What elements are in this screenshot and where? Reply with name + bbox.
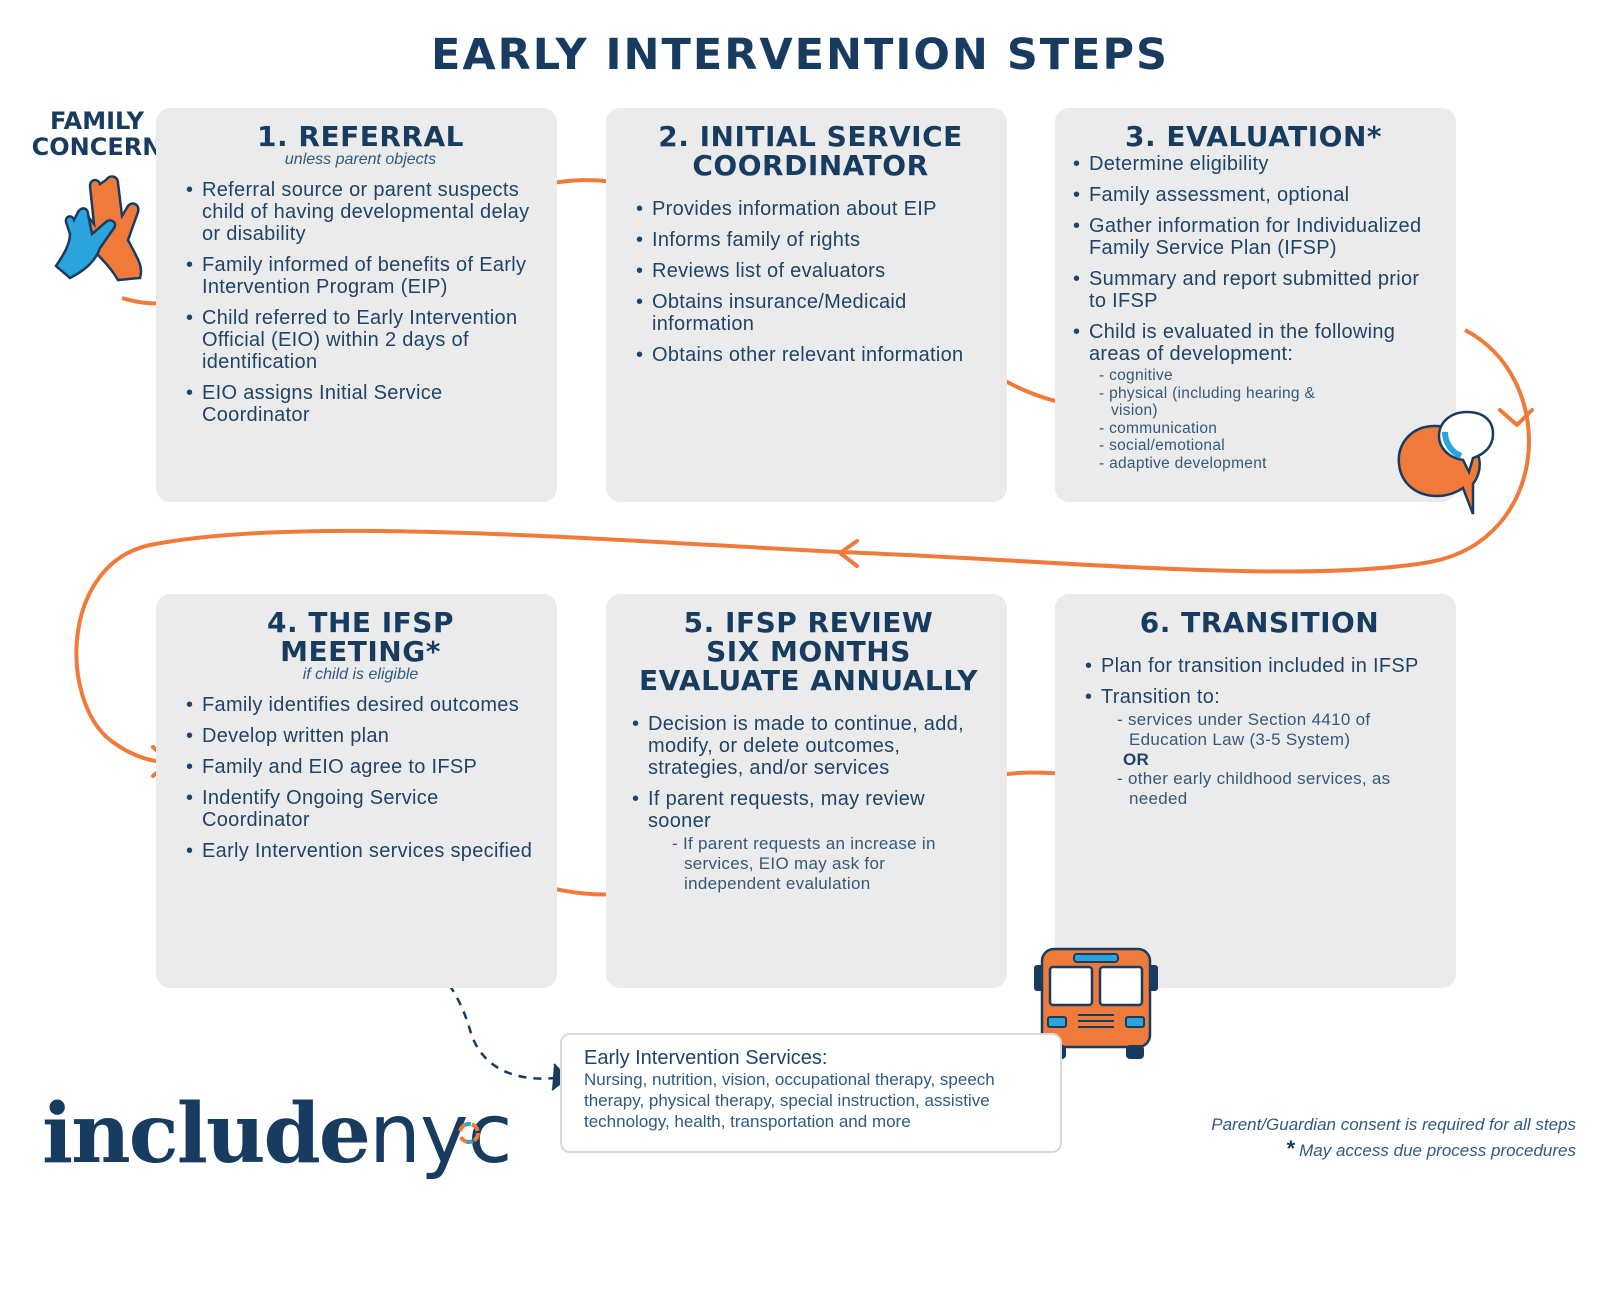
services-box: Early Intervention Services: Nursing, nu… (560, 1033, 1062, 1153)
step-title-line: EVALUATE ANNUALLY (639, 664, 978, 697)
asterisk: * (1286, 1136, 1296, 1161)
step-title-line: 5. IFSP REVIEW (683, 606, 934, 639)
school-bus-icon (1034, 947, 1158, 1059)
consent-note: Parent/Guardian consent is required for … (1211, 1115, 1576, 1134)
list-item: Provides information about EIP (636, 198, 985, 220)
list-item: Child is evaluated in the following area… (1073, 321, 1434, 472)
list-item: Summary and report submitted prior to IF… (1073, 268, 1434, 312)
step-title: 4. THE IFSP MEETING* (266, 606, 454, 668)
family-concern-label: FAMILY CONCERN (31, 107, 163, 161)
list-item: If parent requests, may review sooner If… (632, 788, 985, 894)
list-item: Gather information for Individualized Fa… (1073, 215, 1434, 259)
page-title: EARLY INTERVENTION STEPS (430, 30, 1169, 80)
step-subtitle: unless parent objects (284, 151, 437, 168)
list-item-label: Child is evaluated in the following area… (1089, 321, 1396, 365)
list-item: Early Intervention services specified (186, 840, 535, 862)
speech-bubbles-icon (1397, 410, 1495, 515)
step-evaluation-card: 3. EVALUATION* Determine eligibility Fam… (1055, 108, 1456, 502)
due-process-note: * May access due process procedures (1287, 1136, 1576, 1162)
sub-item: If parent requests an increase in servic… (672, 834, 985, 894)
step-referral-card: 1. REFERRAL unless parent objects Referr… (156, 108, 557, 502)
step-ifsp-review-card: 5. IFSP REVIEW SIX MONTHS EVALUATE ANNUA… (606, 594, 1007, 988)
step-title: 3. EVALUATION* (1124, 120, 1383, 153)
step-coordinator-card: 2. INITIAL SERVICE COORDINATOR Provides … (606, 108, 1007, 502)
list-item: Family assessment, optional (1073, 184, 1434, 206)
list-item-label: Transition to: (1101, 686, 1221, 708)
list-item: EIO assigns Initial Service Coordinator (186, 382, 535, 426)
sub-item: communication (1099, 420, 1359, 438)
list-item: Family identifies desired outcomes (186, 694, 535, 716)
sub-item: services under Section 4410 of Education… (1117, 710, 1434, 750)
logo-include: include (42, 1086, 371, 1182)
list-item: Obtains insurance/Medicaid information (636, 291, 985, 335)
includenyc-logo: includenyc (42, 1086, 513, 1186)
list-item: Indentify Ongoing Service Coordinator (186, 787, 535, 831)
step-title: 1. REFERRAL (257, 120, 464, 153)
list-item: Obtains other relevant information (636, 344, 985, 366)
step-ifsp-meeting-card: 4. THE IFSP MEETING* if child is eligibl… (156, 594, 557, 988)
list-item: Child referred to Early Intervention Off… (186, 307, 535, 373)
list-item: Plan for transition included in IFSP (1085, 655, 1434, 677)
due-process-text: May access due process procedures (1299, 1141, 1576, 1160)
or-label: OR (1123, 750, 1150, 769)
list-item-label: If parent requests, may review sooner (648, 788, 925, 832)
step-subtitle: if child is eligible (302, 666, 419, 683)
logo-dot-icon (458, 1122, 480, 1144)
step-title: 6. TRANSITION (1139, 606, 1380, 639)
sub-item: adaptive development (1099, 455, 1359, 473)
list-item: Informs family of rights (636, 229, 985, 251)
sub-item: social/emotional (1099, 437, 1359, 455)
list-item: Reviews list of evaluators (636, 260, 985, 282)
sub-item: physical (including hearing & vision) (1099, 385, 1359, 420)
list-item: Referral source or parent suspects child… (186, 179, 535, 245)
step-title-line: SIX MONTHS (706, 635, 911, 668)
arrow-evaluation-to-ifsp-meeting (74, 328, 1532, 764)
logo-nyc: nyc (368, 1087, 513, 1182)
list-item: Decision is made to continue, add, modif… (632, 713, 985, 779)
step-transition-card: 6. TRANSITION Plan for transition includ… (1055, 594, 1456, 988)
hands-icon (54, 175, 143, 282)
list-item: Determine eligibility (1073, 153, 1434, 175)
sub-item: cognitive (1099, 367, 1359, 385)
list-item: Family and EIO agree to IFSP (186, 756, 535, 778)
services-body: Nursing, nutrition, vision, occupational… (584, 1070, 995, 1131)
list-item: Family informed of benefits of Early Int… (186, 254, 535, 298)
services-heading: Early Intervention Services: (584, 1047, 828, 1069)
list-item: Transition to: services under Section 44… (1085, 686, 1434, 809)
sub-item: other early childhood services, as neede… (1117, 769, 1434, 809)
list-item: Develop written plan (186, 725, 535, 747)
step-title: 2. INITIAL SERVICE COORDINATOR (658, 120, 963, 182)
